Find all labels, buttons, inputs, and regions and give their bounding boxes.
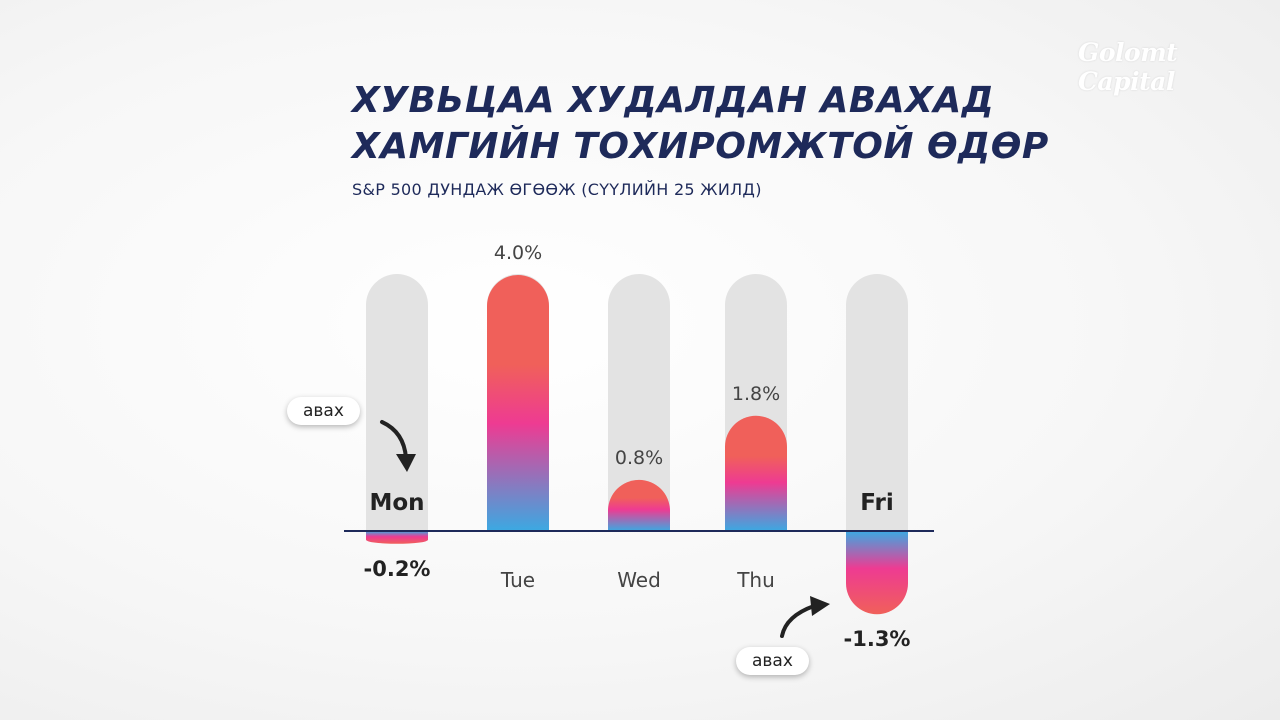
fri-arrowhead-icon (810, 596, 830, 616)
page-title: ХУВЬЦАА ХУДАЛДАН АВАХАД ХАМГИЙН ТОХИРОМЖ… (352, 78, 1049, 170)
buy-annotation-fri: авах (736, 647, 809, 675)
value-label-fri: -1.3% (844, 627, 911, 651)
title-line-1: ХУВЬЦАА ХУДАЛДАН АВАХАД (352, 80, 995, 121)
title-line-2: ХАМГИЙН ТОХИРОМЖТОЙ ӨДӨР (352, 126, 1049, 167)
track-wed (608, 274, 670, 531)
category-label-tue: Tue (500, 568, 535, 592)
value-label-mon: -0.2% (364, 557, 431, 581)
value-label-wed: 0.8% (615, 447, 663, 469)
category-label-wed: Wed (617, 568, 661, 592)
bar-mon (366, 531, 428, 544)
buy-annotation-mon: авах (287, 397, 360, 425)
bar-fri (846, 531, 908, 615)
bar-tue (487, 275, 549, 531)
fri-arrow-icon (780, 604, 816, 638)
category-label-thu: Thu (736, 568, 775, 592)
brand-logo: Golomt Capital (1078, 38, 1178, 96)
category-label-mon: Mon (369, 490, 424, 516)
bar-wed (608, 479, 670, 531)
track-fri (846, 274, 908, 531)
track-mon (366, 274, 428, 531)
mon-arrowhead-icon (396, 454, 416, 472)
category-label-fri: Fri (860, 490, 893, 516)
bar-thu (725, 415, 787, 531)
value-label-thu: 1.8% (732, 383, 780, 405)
value-label-tue: 4.0% (494, 242, 542, 264)
chart-subtitle: S&P 500 ДУНДАЖ ӨГӨӨЖ (СҮҮЛИЙН 25 ЖИЛД) (352, 180, 762, 199)
mon-arrow-icon (380, 420, 408, 460)
